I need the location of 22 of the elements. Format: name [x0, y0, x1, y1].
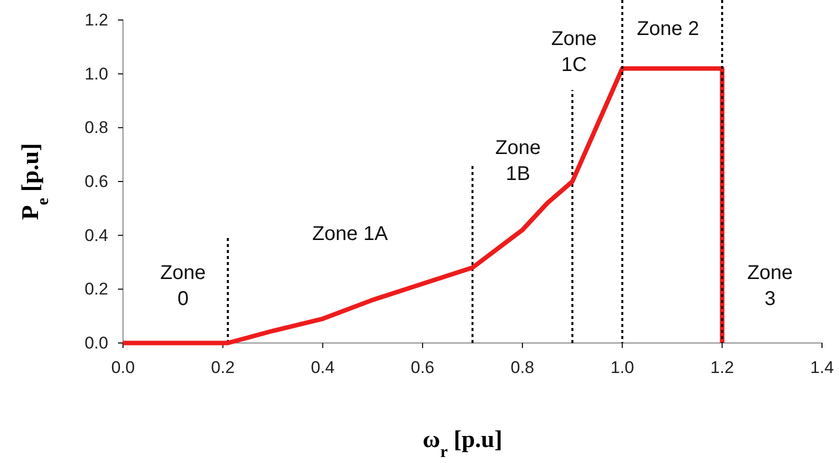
- x-tick-label: 1.2: [710, 358, 734, 378]
- x-tick-label: 0.4: [310, 358, 335, 378]
- annotation: Zone 3: [747, 262, 793, 310]
- y-tick-label: 0.4: [84, 226, 108, 245]
- y-tick-label: 0.0: [84, 333, 108, 352]
- y-tick-label: 0.6: [84, 172, 108, 191]
- annotation: Zone 1B: [495, 137, 541, 185]
- x-tick-label: 1.0: [610, 358, 634, 378]
- x-tick-label: 0.2: [211, 358, 235, 378]
- y-tick-label: 0.8: [84, 118, 108, 138]
- annotation: Zone 1C: [551, 28, 597, 76]
- y-tick-label: 1.0: [84, 64, 108, 84]
- x-tick-label: 0.0: [111, 358, 135, 378]
- annotation: Zone 2: [636, 18, 700, 40]
- x-tick-label: 0.6: [410, 358, 434, 378]
- annotation: Zone 1A: [312, 223, 388, 245]
- x-tick-label: 0.8: [510, 358, 534, 378]
- x-axis-title: ω$_{r}$ [p.u]: [422, 427, 502, 460]
- y-tick-label: 0.2: [84, 280, 108, 299]
- x-tick-label: 1.4: [810, 358, 834, 378]
- annotation: Zone 0: [160, 262, 206, 310]
- y-tick-label: 1.2: [84, 10, 108, 30]
